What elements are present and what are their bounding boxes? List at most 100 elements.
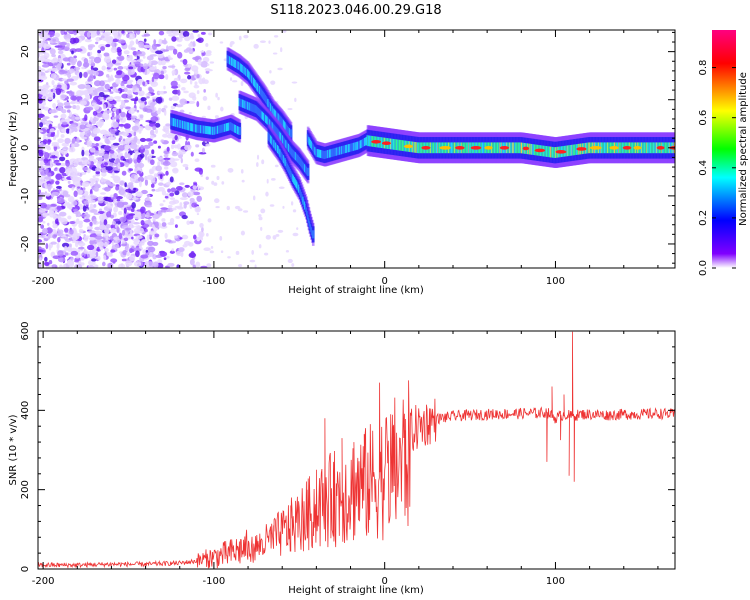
heatmap-cell: [258, 244, 262, 249]
heatmap-cell: [116, 46, 122, 52]
heatmap-cell: [145, 138, 153, 142]
heatmap-cell: [120, 111, 126, 118]
heatmap-cell: [278, 186, 285, 189]
heatmap-cell: [152, 72, 160, 80]
heatmap-cell: [66, 259, 75, 266]
heatmap-cell: [106, 252, 112, 256]
heatmap-cell: [122, 158, 127, 162]
heatmap-peak: [381, 141, 391, 146]
heatmap-cell: [159, 203, 164, 207]
heatmap-cell: [152, 125, 157, 131]
heatmap-cell: [49, 160, 53, 166]
heatmap-cell: [139, 102, 145, 108]
heatmap-cell: [143, 33, 151, 37]
heatmap-cell: [234, 205, 241, 210]
heatmap-cell: [133, 135, 138, 143]
heatmap-cell: [140, 97, 147, 102]
heatmap-cell: [43, 52, 50, 59]
heatmap-cell: [98, 208, 103, 212]
heatmap-cell: [240, 169, 244, 174]
heatmap-cell: [125, 260, 133, 267]
heatmap-cell: [139, 90, 145, 97]
heatmap-cell: [57, 257, 66, 263]
heatmap-cell: [152, 218, 156, 222]
heatmap-cell: [140, 144, 144, 150]
heatmap-cell: [112, 85, 117, 93]
heatmap-cell: [111, 220, 117, 226]
heatmap-cell: [44, 261, 50, 267]
heatmap-cell: [163, 91, 168, 94]
heatmap-cell: [110, 128, 116, 135]
heatmap-cell: [125, 213, 134, 220]
heatmap-cell: [133, 240, 140, 246]
heatmap-cell: [147, 218, 151, 226]
heatmap-cell: [159, 251, 168, 257]
heatmap-cell: [52, 135, 57, 141]
heatmap-cell: [142, 55, 146, 59]
heatmap-cell: [178, 149, 186, 155]
heatmap-cell: [109, 91, 114, 94]
heatmap-cell: [95, 157, 104, 161]
heatmap-cell: [103, 56, 111, 63]
heatmap-cell: [58, 211, 67, 217]
heatmap-cell: [57, 47, 63, 51]
heatmap-cell: [129, 247, 133, 254]
heatmap-cell: [177, 89, 181, 96]
heatmap-cell: [92, 127, 101, 134]
heatmap-cell: [193, 69, 199, 75]
heatmap-cell: [93, 136, 101, 142]
heatmap-cell: [129, 229, 133, 237]
heatmap-cell: [78, 246, 85, 250]
heatmap-cell: [144, 228, 148, 233]
heatmap-cell: [209, 250, 214, 254]
heatmap-cell: [73, 66, 81, 71]
heatmap-cell: [201, 226, 204, 233]
heatmap-cell: [89, 51, 93, 56]
heatmap-cell: [138, 44, 146, 49]
heatmap-cell: [133, 61, 141, 65]
heatmap-cell: [179, 98, 187, 106]
heatmap-cell: [135, 191, 143, 198]
heatmap-cell: [256, 154, 260, 160]
heatmap-cell: [118, 188, 126, 196]
heatmap-cell: [190, 151, 194, 157]
heatmap-cell: [71, 138, 75, 145]
heatmap-cell: [177, 51, 183, 59]
heatmap-cell: [105, 166, 113, 171]
heatmap-cell: [87, 230, 96, 234]
heatmap-cell: [61, 242, 70, 248]
heatmap-cell: [162, 199, 166, 203]
heatmap-cell: [189, 35, 195, 40]
heatmap-cell: [196, 195, 203, 202]
heatmap-cell: [84, 196, 92, 201]
heatmap-cell: [174, 134, 178, 141]
heatmap-cell: [71, 234, 78, 241]
heatmap-cell: [277, 229, 284, 233]
heatmap-cell: [116, 36, 121, 40]
heatmap-cell: [148, 230, 157, 236]
heatmap-cell: [185, 166, 189, 171]
heatmap-cell: [123, 222, 129, 226]
heatmap-cell: [215, 206, 220, 209]
heatmap-cell: [64, 245, 68, 252]
heatmap-cell: [144, 179, 149, 186]
heatmap-cell: [146, 194, 151, 198]
heatmap-cell: [210, 164, 216, 168]
heatmap-cell: [130, 98, 138, 101]
heatmap-cell: [68, 68, 75, 74]
heatmap-cell: [74, 240, 79, 248]
heatmap-cell: [98, 153, 105, 157]
heatmap-cell: [73, 30, 77, 33]
heatmap-cell: [73, 160, 79, 167]
heatmap-cell: [125, 192, 133, 200]
heatmap-cell: [220, 250, 224, 254]
heatmap-cell: [144, 197, 152, 202]
heatmap-peak: [656, 145, 665, 150]
heatmap-cell: [163, 153, 169, 158]
heatmap-peak: [522, 146, 530, 151]
heatmap-cell: [72, 200, 78, 206]
heatmap-cell: [38, 234, 42, 238]
heatmap-cell: [135, 250, 140, 258]
heatmap-cell: [94, 230, 102, 235]
heatmap-cell: [189, 258, 195, 266]
